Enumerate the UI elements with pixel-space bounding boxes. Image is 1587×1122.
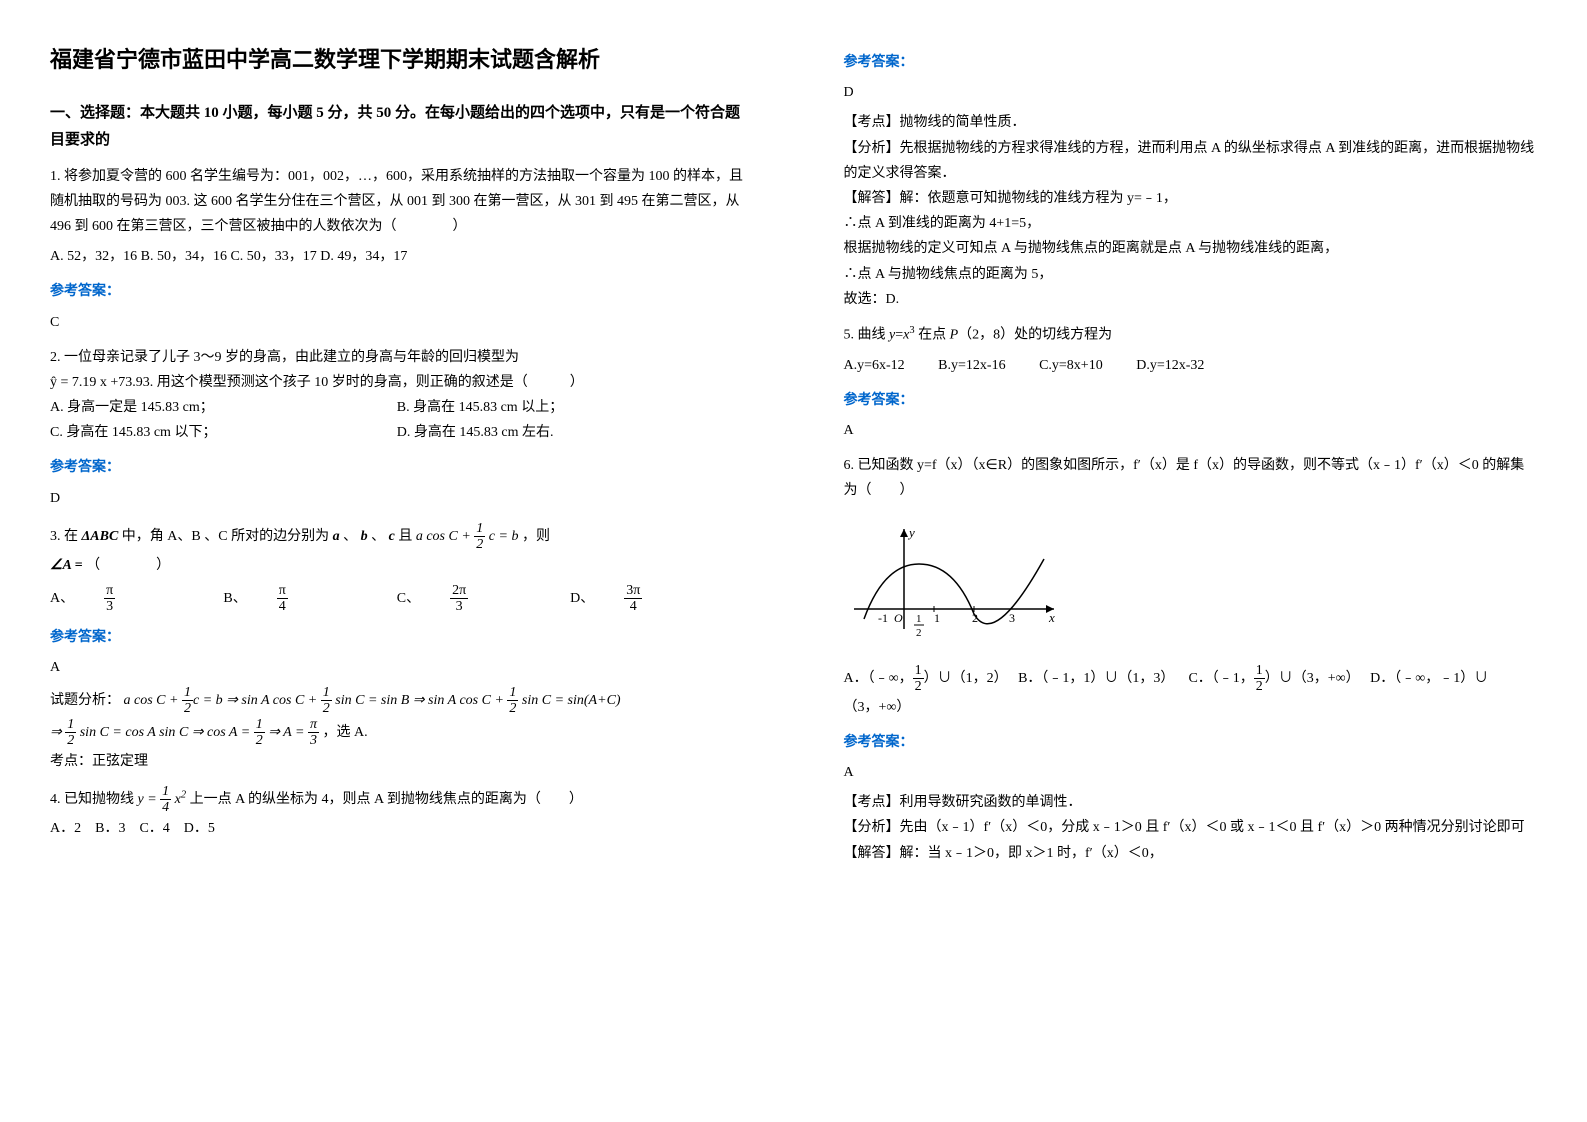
q6-analysis: 先由（x﹣1）f′（x）＜0，分成 x﹣1＞0 且 f′（x）＜0 或 x﹣1＜… bbox=[900, 820, 1525, 835]
q2-optD: D. 身高在 145.83 cm 左右. bbox=[397, 420, 554, 445]
svg-text:1: 1 bbox=[916, 613, 922, 625]
q3-analysis-line1: 试题分析： a cos C + 12c = b ⇒ sin A cos C + … bbox=[50, 685, 744, 717]
q6-optC-suffix: ）∪（3，+∞） bbox=[1265, 671, 1360, 686]
section-1-header: 一、选择题：本大题共 10 小题，每小题 5 分，共 50 分。在每小题给出的四… bbox=[50, 100, 744, 154]
q3-analysis-line2: ⇒ 12 sin C = cos A sin C ⇒ cos A = 12 ⇒ … bbox=[50, 717, 744, 749]
q3-end: ，则 bbox=[522, 529, 550, 544]
q6-exam-point-line: 【考点】利用导数研究函数的单调性． bbox=[844, 790, 1538, 815]
q3-analysis-end: ，选 A. bbox=[322, 725, 367, 740]
q2-text2: ŷ = 7.19 x +73.93. 用这个模型预测这个孩子 10 岁时的身高，… bbox=[50, 370, 744, 395]
q2-optA: A. 身高一定是 145.83 cm； bbox=[50, 395, 397, 420]
q4-solution1: 解：依题意可知抛物线的准线方程为 y=﹣1， bbox=[900, 191, 1177, 206]
q4-solution-label: 【解答】 bbox=[844, 191, 900, 206]
q5-optA: A.y=6x-12 bbox=[844, 358, 905, 373]
page-title: 福建省宁德市蓝田中学高二数学理下学期期末试题含解析 bbox=[50, 40, 744, 80]
q4-analysis-label: 【分析】 bbox=[844, 141, 900, 156]
q2-text1: 2. 一位母亲记录了儿子 3～9 岁的身高，由此建立的身高与年龄的回归模型为 bbox=[50, 345, 744, 370]
q4-answer: D bbox=[844, 80, 1538, 105]
question-4: 4. 已知抛物线 y = 14 x2 上一点 A 的纵坐标为 4，则点 A 到抛… bbox=[50, 784, 744, 841]
svg-text:-1: -1 bbox=[878, 611, 888, 625]
function-graph-icon: -1 O 1 2 3 1 2 x y bbox=[844, 519, 1064, 639]
q6-solution1: 解：当 x﹣1＞0，即 x＞1 时，f′（x）＜0， bbox=[900, 846, 1163, 861]
q3-mid: 中，角 A、B 、C 所对的边分别为 bbox=[122, 529, 329, 544]
q1-answer-label: 参考答案： bbox=[50, 279, 744, 304]
q5-optC: C.y=8x+10 bbox=[1039, 358, 1103, 373]
q1-options: A. 52，32，16 B. 50，34，16 C. 50，33，17 D. 4… bbox=[50, 244, 744, 269]
svg-text:3: 3 bbox=[1009, 611, 1015, 625]
q4-prefix: 4. 已知抛物线 bbox=[50, 792, 134, 807]
q6-analysis-label: 【分析】 bbox=[844, 820, 900, 835]
svg-text:x: x bbox=[1048, 610, 1055, 625]
q1-text: 1. 将参加夏令营的 600 名学生编号为：001，002，…，600，采用系统… bbox=[50, 164, 744, 240]
q3-suffix: 且 bbox=[398, 529, 412, 544]
q6-exam-point-label: 【考点】 bbox=[844, 795, 900, 810]
q1-answer: C bbox=[50, 310, 744, 335]
svg-text:1: 1 bbox=[934, 611, 940, 625]
question-1: 1. 将参加夏令营的 600 名学生编号为：001，002，…，600，采用系统… bbox=[50, 164, 744, 270]
svg-text:y: y bbox=[907, 525, 915, 540]
q4-solution-line: 【解答】解：依题意可知抛物线的准线方程为 y=﹣1， bbox=[844, 186, 1538, 211]
q5-options: A.y=6x-12 B.y=12x-16 C.y=8x+10 D.y=12x-3… bbox=[844, 353, 1538, 378]
q4-exam-point-label: 【考点】 bbox=[844, 115, 900, 130]
svg-text:O: O bbox=[894, 611, 903, 625]
q2-answer-label: 参考答案： bbox=[50, 455, 744, 480]
q6-graph: -1 O 1 2 3 1 2 x y bbox=[844, 519, 1538, 648]
question-2: 2. 一位母亲记录了儿子 3～9 岁的身高，由此建立的身高与年龄的回归模型为 ŷ… bbox=[50, 345, 744, 446]
q4-solution3: 根据抛物线的定义可知点 A 与抛物线焦点的距离就是点 A 与抛物线准线的距离， bbox=[844, 236, 1538, 261]
q6-answer: A bbox=[844, 760, 1538, 785]
q3-options: A、π3 B、π4 C、2π3 D、3π4 bbox=[50, 583, 744, 615]
q2-optC: C. 身高在 145.83 cm 以下； bbox=[50, 420, 397, 445]
right-column: 参考答案： D 【考点】抛物线的简单性质． 【分析】先根据抛物线的方程求得准线的… bbox=[794, 0, 1587, 906]
q4-solution2: ∴点 A 到准线的距离为 4+1=5， bbox=[844, 211, 1538, 236]
q3-optA-prefix: A、 bbox=[50, 591, 74, 606]
question-5: 5. 曲线 y=x3 在点 P（2，8）处的切线方程为 A.y=6x-12 B.… bbox=[844, 322, 1538, 378]
q2-optB: B. 身高在 145.83 cm 以上； bbox=[397, 395, 563, 420]
q4-answer-label: 参考答案： bbox=[844, 50, 1538, 75]
q3-angle-line: ∠A = （ ） bbox=[50, 553, 744, 578]
svg-text:2: 2 bbox=[916, 627, 922, 639]
q6-answer-label: 参考答案： bbox=[844, 730, 1538, 755]
question-6: 6. 已知函数 y=f（x）（x∈R）的图象如图所示，f′（x）是 f（x）的导… bbox=[844, 453, 1538, 720]
q6-exam-point: 利用导数研究函数的单调性． bbox=[900, 795, 1082, 810]
q4-options: A．2 B．3 C．4 D．5 bbox=[50, 816, 744, 841]
q4-analysis: 先根据抛物线的方程求得准线的方程，进而利用点 A 的纵坐标求得点 A 到准线的距… bbox=[844, 141, 1535, 181]
q4-suffix: 上一点 A 的纵坐标为 4，则点 A 到抛物线焦点的距离为（ ） bbox=[190, 792, 583, 807]
left-column: 福建省宁德市蓝田中学高二数学理下学期期末试题含解析 一、选择题：本大题共 10 … bbox=[0, 0, 794, 906]
q3-answer-label: 参考答案： bbox=[50, 625, 744, 650]
q5-text: 5. 曲线 y=x3 在点 P（2，8）处的切线方程为 bbox=[844, 322, 1538, 348]
q6-analysis-line: 【分析】先由（x﹣1）f′（x）＜0，分成 x﹣1＞0 且 f′（x）＜0 或 … bbox=[844, 815, 1538, 840]
q3-answer: A bbox=[50, 655, 744, 680]
q3-optD-prefix: D、 bbox=[570, 591, 594, 606]
q3-prefix: 3. 在 bbox=[50, 529, 78, 544]
q6-options: A．（﹣∞，12）∪（1，2） B．（﹣1，1）∪（1，3） C．（﹣1，12）… bbox=[844, 663, 1538, 720]
q6-optC-prefix: C．（﹣1， bbox=[1188, 671, 1253, 686]
q2-answer: D bbox=[50, 486, 744, 511]
q5-answer: A bbox=[844, 418, 1538, 443]
q4-solution5: 故选：D. bbox=[844, 287, 1538, 312]
question-3: 3. 在 ΔABC 中，角 A、B 、C 所对的边分别为 a 、 b 、 c 且… bbox=[50, 521, 744, 615]
q3-paren: （ ） bbox=[86, 558, 170, 573]
svg-text:2: 2 bbox=[972, 611, 978, 625]
q3-analysis-label: 试题分析： bbox=[50, 693, 120, 708]
q6-solution-label: 【解答】 bbox=[844, 846, 900, 861]
q4-solution4: ∴点 A 与抛物线焦点的距离为 5， bbox=[844, 262, 1538, 287]
q4-analysis-line: 【分析】先根据抛物线的方程求得准线的方程，进而利用点 A 的纵坐标求得点 A 到… bbox=[844, 136, 1538, 186]
q6-text: 6. 已知函数 y=f（x）（x∈R）的图象如图所示，f′（x）是 f（x）的导… bbox=[844, 453, 1538, 503]
q6-optA-prefix: A．（﹣∞， bbox=[844, 671, 913, 686]
q4-exam-point: 抛物线的简单性质． bbox=[900, 115, 1026, 130]
q6-optA-suffix: ）∪（1，2） bbox=[924, 671, 1008, 686]
q3-optC-prefix: C、 bbox=[397, 591, 420, 606]
q5-optB: B.y=12x-16 bbox=[938, 358, 1005, 373]
q3-test-point: 考点：正弦定理 bbox=[50, 749, 744, 774]
q3-angle: ∠A = bbox=[50, 558, 83, 573]
q5-optD: D.y=12x-32 bbox=[1136, 358, 1204, 373]
q6-optB: B．（﹣1，1）∪（1，3） bbox=[1018, 671, 1174, 686]
q3-text-line: 3. 在 ΔABC 中，角 A、B 、C 所对的边分别为 a 、 b 、 c 且… bbox=[50, 521, 744, 553]
q3-optB-prefix: B、 bbox=[223, 591, 246, 606]
q5-answer-label: 参考答案： bbox=[844, 388, 1538, 413]
q4-exam-point-line: 【考点】抛物线的简单性质． bbox=[844, 110, 1538, 135]
q6-solution-line: 【解答】解：当 x﹣1＞0，即 x＞1 时，f′（x）＜0， bbox=[844, 841, 1538, 866]
